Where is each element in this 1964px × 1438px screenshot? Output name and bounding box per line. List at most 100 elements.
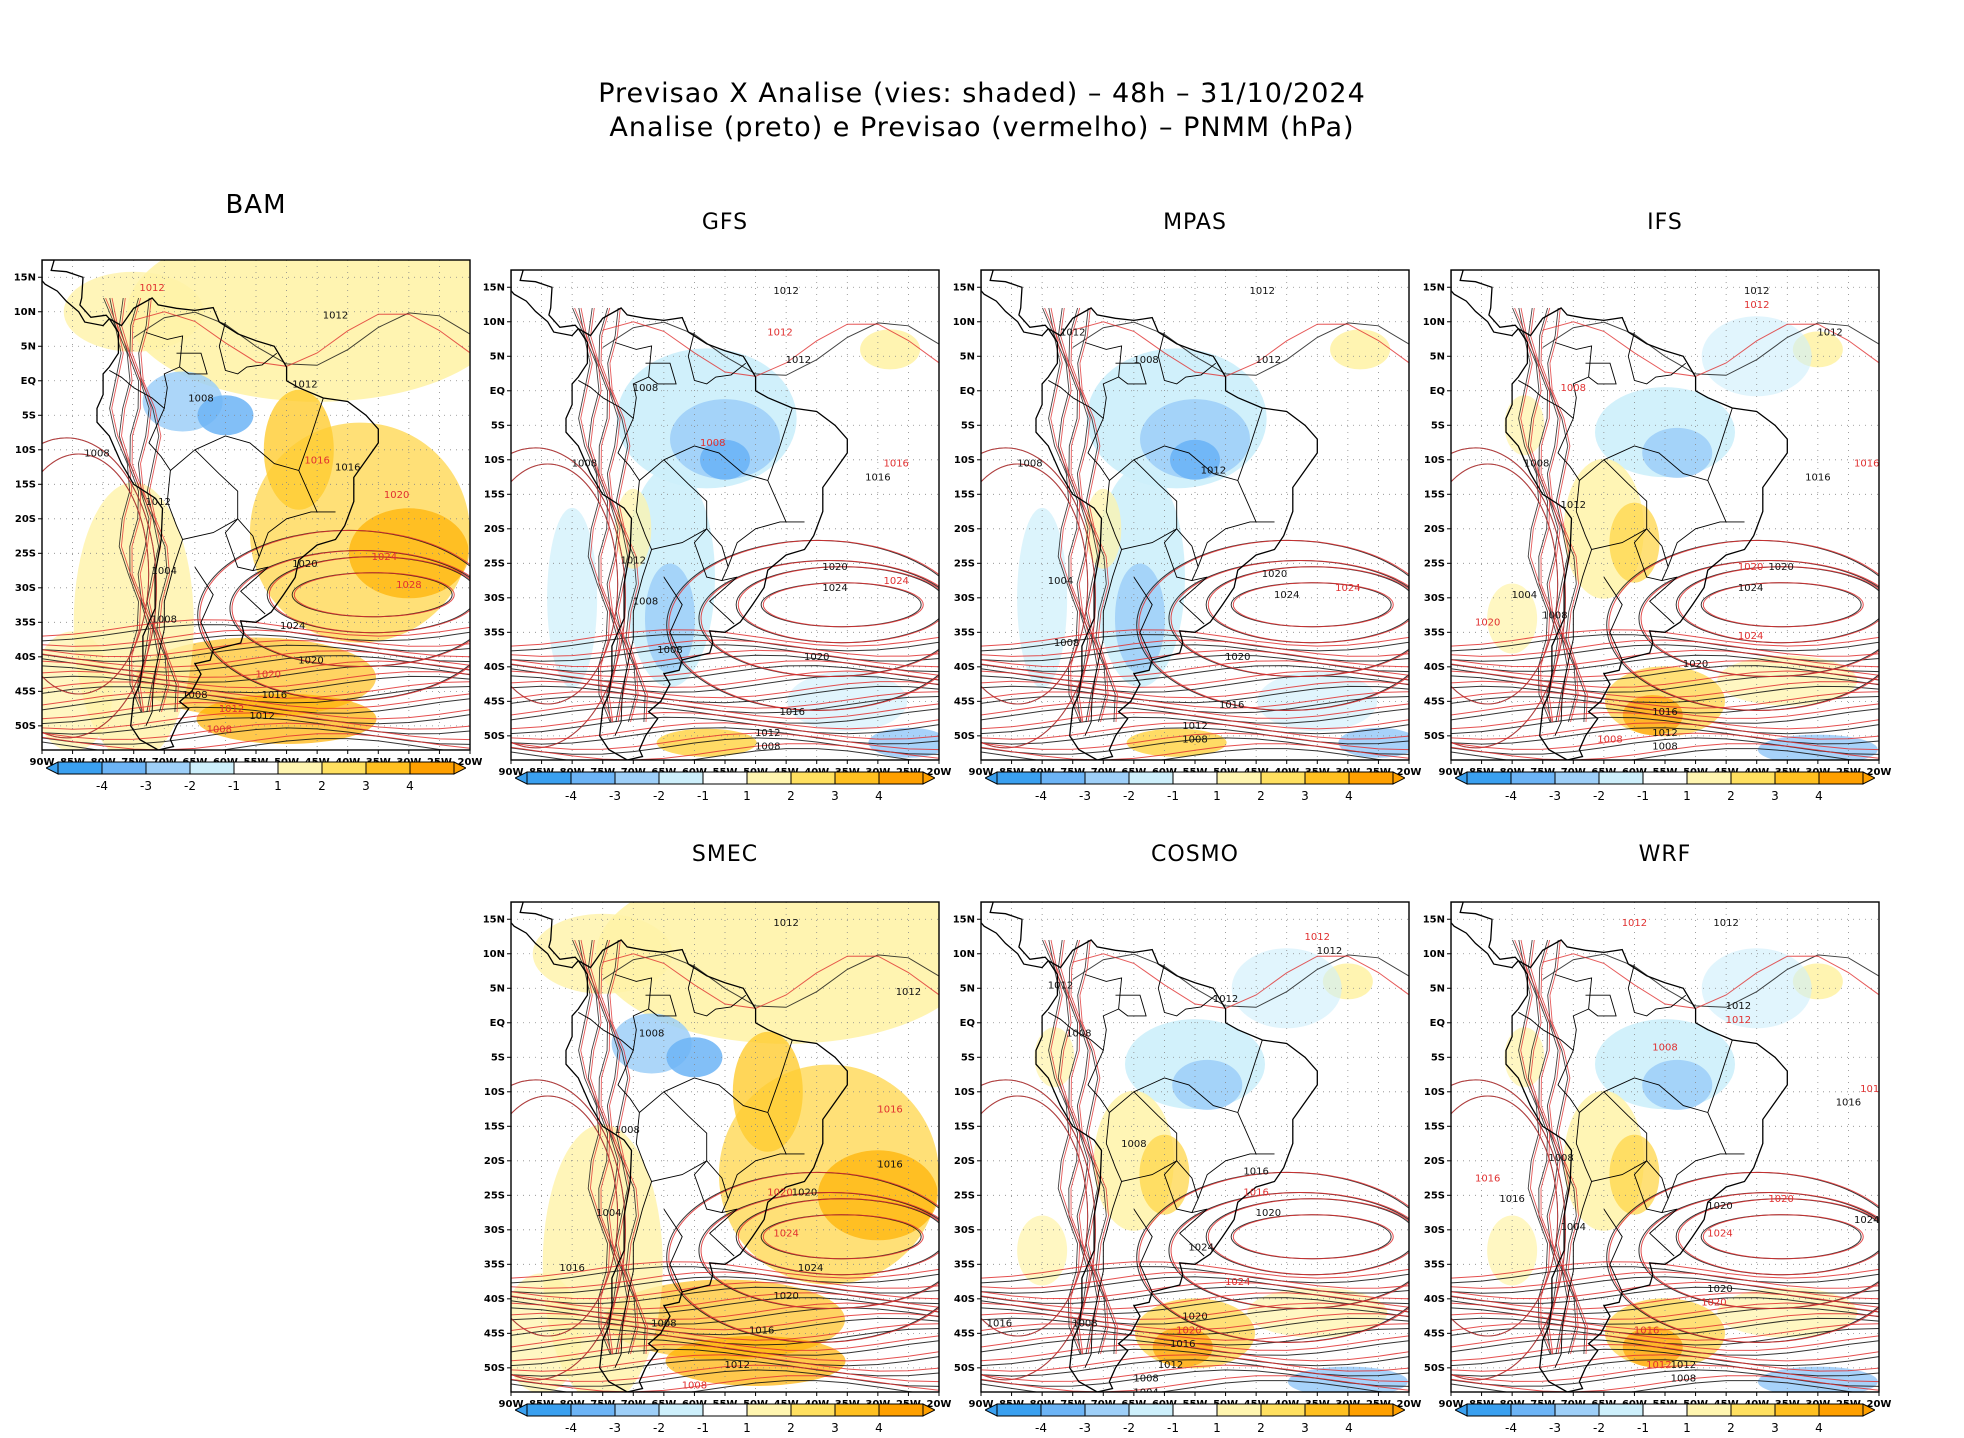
colorbar-label: -3 (1079, 789, 1091, 803)
lat-label: 10N (483, 317, 505, 328)
isobar-label: 1016 (1652, 707, 1677, 718)
map-cosmo: 1012101210121012100810081016101610201024… (953, 901, 1421, 1410)
isobar-label: 1012 (1317, 946, 1342, 957)
country-border (1109, 459, 1178, 529)
bias-shading (732, 1031, 803, 1152)
isobar-line (981, 1271, 1409, 1289)
colorbar-label: -2 (1123, 1421, 1135, 1435)
colorbar-label: 2 (1257, 789, 1265, 803)
isobar-label: 1008 (633, 383, 658, 394)
lat-label: 30S (484, 1225, 505, 1236)
isobar-line (602, 953, 939, 1009)
colorbar-segment (1216, 1403, 1262, 1417)
isobar-line (1542, 321, 1879, 376)
country-border (194, 435, 299, 471)
colorbar-label: 1 (1213, 1421, 1221, 1435)
isobar-line (981, 1369, 1409, 1387)
isobar-line (511, 660, 939, 678)
isobar-line (1079, 307, 1118, 723)
colorbar-segment (1598, 771, 1644, 785)
colorbar: -4 -3 -2 -1 1 2 3 4 (46, 761, 466, 793)
panel-title: BAM (225, 190, 287, 220)
isobar-label: 1008 (1072, 1318, 1097, 1329)
colorbar-arrow-right (1392, 771, 1405, 785)
colorbar-label: 1 (743, 789, 751, 803)
lat-label: 45S (15, 686, 36, 697)
colorbar: -4 -3 -2 -1 1 2 3 4 (515, 771, 935, 803)
isobar-line (587, 939, 628, 1355)
lon-label: 90W (969, 767, 994, 778)
country-border (1179, 576, 1208, 625)
coastline (981, 902, 1050, 969)
isobar-line (1608, 1171, 1879, 1343)
isobar-line (511, 1343, 939, 1362)
country-border (166, 501, 260, 557)
colorbar-segment (834, 1403, 880, 1417)
colorbar-segment (1818, 771, 1864, 785)
colorbar-segment (1260, 1403, 1306, 1417)
colorbar-label: -1 (697, 789, 709, 803)
country-border (298, 397, 324, 513)
colorbar-label: 3 (1301, 789, 1309, 803)
country-border (1579, 1091, 1648, 1161)
isobar-line (1677, 1198, 1879, 1276)
lon-label: 20W (927, 1399, 952, 1410)
isobar-label: 1012 (621, 555, 646, 566)
isobar-line (1527, 307, 1568, 723)
isobar-line (511, 447, 626, 749)
bias-shading (1231, 948, 1342, 1029)
isobar-line (981, 737, 1409, 755)
isobar-line (121, 297, 161, 713)
isobar-line (1451, 1095, 1559, 1337)
colorbar-label: 1 (1213, 789, 1221, 803)
colorbar-segment (614, 1403, 660, 1417)
lon-label: 90W (499, 1399, 524, 1410)
lat-label: 50S (954, 731, 975, 742)
coastline (1012, 864, 1076, 885)
isobar-label: 1024 (372, 552, 397, 563)
isobar-label: 1004 (1561, 1222, 1586, 1233)
isobar-line (1702, 1214, 1864, 1260)
coastline (1035, 307, 1318, 760)
isobar-label: 1020 (1182, 1312, 1207, 1323)
isobar-label: 1008 (182, 690, 207, 701)
country-border (1133, 445, 1238, 481)
isobar-label: 1008 (207, 725, 232, 736)
colorbar-segment (1598, 1403, 1644, 1417)
coastline (981, 270, 1050, 337)
isobar-line (1514, 307, 1553, 723)
bias-shading (1034, 1027, 1075, 1088)
colorbar-segment (57, 761, 103, 775)
lat-label: 5N (1430, 983, 1445, 994)
isobar-line (133, 311, 470, 367)
colorbar-segment (1774, 1403, 1820, 1417)
isobar-line (511, 1271, 939, 1289)
isobar-label: 1008 (1548, 1153, 1573, 1164)
colorbar-segment (409, 761, 455, 775)
isobar-line (1057, 939, 1098, 1355)
isobar-line (1072, 953, 1409, 1008)
isobar-line (981, 1359, 1409, 1377)
country-border (1649, 1208, 1678, 1257)
country-border (645, 994, 677, 1017)
lat-label: 25S (954, 1190, 975, 1201)
isobar-label: 1020 (292, 559, 317, 570)
isobar-label: 1016 (987, 1318, 1012, 1329)
isobar-line (609, 307, 648, 723)
isobar-line (1451, 447, 1566, 749)
isobar-label: 1012 (896, 987, 921, 998)
coastline (1451, 902, 1520, 969)
isobar-line (981, 1266, 1409, 1284)
isobar-label: 1024 (1335, 583, 1360, 594)
isobar-line (231, 550, 470, 668)
coastline (511, 902, 580, 969)
isobar-line (1170, 560, 1409, 678)
country-border (727, 1153, 805, 1199)
lat-label: 45S (1424, 1328, 1445, 1339)
lat-label: 20S (1424, 1156, 1445, 1167)
isobar-line (511, 691, 939, 709)
colorbar-segment (996, 771, 1042, 785)
country-border (1237, 1039, 1263, 1155)
country-border (1084, 974, 1123, 1051)
figure-title-line-2: Analise (preto) e Previsao (vermelho) – … (609, 112, 1355, 143)
